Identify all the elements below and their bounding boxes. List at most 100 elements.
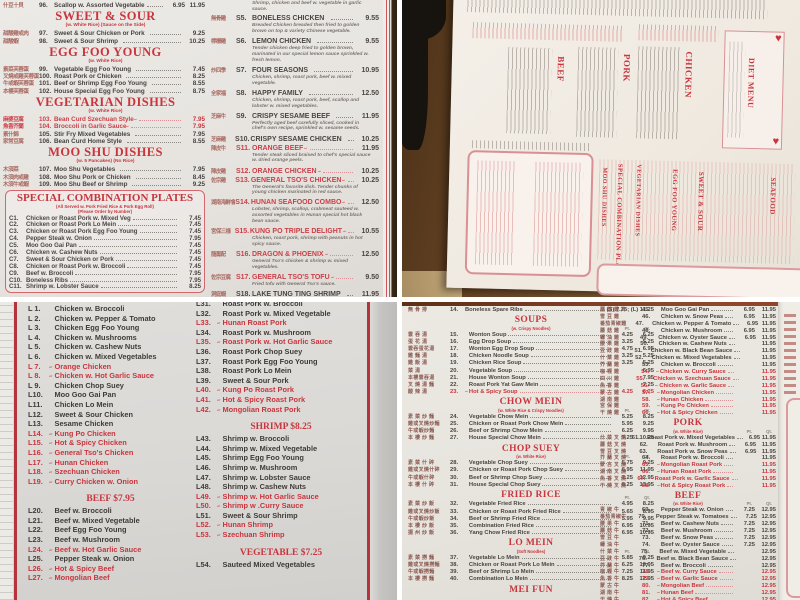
item-price-qt: 8.95: [642, 508, 654, 515]
dots-leader: [719, 413, 733, 415]
pt-label: Pt.: [624, 495, 630, 501]
item-name: HAPPY FAMILY: [252, 89, 303, 97]
item-price-qt: 12.95: [761, 583, 776, 590]
item-name: Roast Pork Chop Suey: [222, 346, 303, 356]
menu-item-row: 干 燒 叉 燒 68. ~ Hot & Spicy Roast Pork 11.…: [600, 482, 776, 489]
item-price: 8.55: [192, 80, 205, 88]
item-name: HUNAN SEAFOOD COMBO: [250, 199, 342, 207]
menu-item-row: 本 樓 撈 麵 40. ~ Combination Lo Mein 8.25 1…: [408, 575, 654, 582]
menu-item-row: 蛋 花 湯 16. ~ Egg Drop Soup 3.25 5.25: [408, 338, 654, 345]
item-zh: 洞庭蝦: [211, 292, 226, 297]
qt-label: Qt.: [644, 454, 650, 460]
dots-leader: [562, 511, 611, 513]
menu-item-row: 素 菜 撈 麵 37. ~ Vegetable Lo Mein 5.85 9.2…: [408, 554, 654, 561]
table-edge: [370, 302, 397, 600]
section-subtitle: (w. White Rice): [88, 58, 123, 64]
item-name: Vegetable Lo Mein: [468, 554, 520, 561]
menu-item-row: 雞 麵 湯 18. ~ Chicken Noodle Soup 3.25 5.2…: [408, 352, 654, 359]
menu-item-row: 蒙 古 牛 80. ~ Mongolian Beef 12.95: [600, 582, 776, 589]
item-num: L17.: [28, 457, 43, 467]
item-name: Beef w. Garlic Sauce: [660, 576, 718, 583]
item-description: Chicken, roast pork, shrimp with peanuts…: [252, 236, 363, 247]
item-zh: 雲 吞 湯: [408, 331, 428, 338]
item-num: 107.: [39, 166, 52, 174]
item-price: 7.95: [189, 235, 201, 243]
item-price: 9.50: [365, 273, 379, 281]
dots-leader: [737, 437, 744, 439]
item-name: Sweet & Sour Chicken: [54, 409, 133, 419]
photo-bottom-right-dinner-menu: 無 骨 排 14. Boneless Spare Ribs (S) 7.25; …: [402, 302, 800, 600]
item-price: 9.55: [365, 38, 379, 46]
menu-item-row: 蘑 菇 牛 72. ~ Beef w. Mushroom 7.25 12.95: [600, 527, 776, 534]
dots-leader: [725, 458, 733, 460]
item-name: Vegetable Egg Foo Young: [54, 65, 132, 73]
menu-item-row: 本 樓 炒 麵 27. ~ House Special Chow Mein 7.…: [408, 434, 654, 441]
item-num: 46.: [642, 313, 651, 320]
combo-item-row: C5. Moo Goo Gai Pan 7.45: [9, 242, 201, 249]
chef-special-item: 陳皮雞 S12. ORANGE CHICKEN ~ 10.25: [211, 167, 383, 176]
diet-menu-title: DIET MENU: [745, 57, 757, 109]
item-name: Vegetable Chop Suey: [468, 460, 528, 467]
item-name: Chicken w. Cashew Nuts: [54, 342, 142, 352]
item-num: L32.: [196, 308, 211, 318]
item-num: 104.: [39, 123, 52, 131]
item-price-pt: 7.25: [743, 521, 755, 528]
section-mei-fun: MEI FUN: [408, 585, 654, 596]
chili-icon: ~: [656, 582, 661, 590]
item-price-qt: 12.95: [761, 562, 776, 569]
item-price: 11.95: [361, 144, 379, 152]
combo-item-row: C9. Beef w. Broccoli 7.95: [9, 270, 201, 277]
item-name: Vegetable Fried Rice: [468, 501, 526, 508]
dots-leader: [317, 42, 353, 44]
combo-items: C1. Chicken or Roast Pork w. Mixed Veg 7…: [9, 215, 201, 291]
item-name: Beef w. Broccoli: [660, 562, 706, 569]
item-price-pt: 5.95: [621, 515, 633, 522]
dots-leader: [309, 93, 353, 95]
item-price-qt: 11.95: [761, 448, 776, 455]
item-price-qt: 12.95: [761, 541, 776, 548]
item-zh: 雞或叉燒炒麵: [408, 421, 440, 428]
item-price: 12.50: [361, 250, 379, 258]
item-zh: 素 菜 什 碎: [408, 460, 435, 467]
item-name: Stir Fry Mixed Vegetables: [54, 130, 131, 138]
chef-special-item: 湖南海鮮會 S14. HUNAN SEAFOOD COMBO ~ 12.50 L…: [211, 198, 383, 224]
item-price: 7.95: [192, 166, 205, 174]
item-zh: 雪 豆 雞: [600, 313, 620, 320]
item-name: Beef w. Cashew Nuts: [660, 521, 720, 528]
item-num: L23.: [28, 535, 43, 545]
dots-leader: [717, 365, 733, 367]
item-price-qt: 9.25: [642, 460, 654, 467]
item-num: L25.: [28, 554, 43, 564]
item-num: 101.: [39, 80, 52, 88]
item-name: Vegetable Soup: [468, 367, 513, 374]
dots-leader: [336, 116, 353, 118]
item-zh: 無骨雞: [211, 16, 226, 23]
item-num: 59.: [642, 403, 651, 410]
item-price-pt: 8.25: [621, 481, 633, 488]
menu-item-row: 無骨雞 S5. BONELESS CHICKEN ~ 9.55: [211, 14, 383, 23]
menu-item-row: 雪 豆 牛 73. ~ Beef w. Snow Peas 7.25 12.95: [600, 534, 776, 541]
item-name: Chicken w. Pepper & Tomato: [652, 320, 732, 327]
item-num: 82.: [642, 596, 651, 600]
item-name: Egg Drop Soup: [468, 338, 512, 345]
item-num: 99.: [39, 65, 48, 73]
item-price-qt: 9.95: [642, 428, 654, 435]
menu-item-row: 雞 飯 湯 19. ~ Chicken Rice Soup 3.25 5.25: [408, 359, 654, 366]
dots-leader: [727, 372, 734, 374]
dinner-chicken-items: 蘑 菇 雞 片 45. ~ Moo Goo Gai Pan 6.95 11.95…: [600, 306, 776, 417]
diet-menu-box: ♥ ♥ DIET MENU: [721, 30, 785, 150]
item-num: C11.: [9, 283, 22, 291]
item-num: S14.: [235, 199, 250, 207]
item-name: GENERAL TSO'S TOFU: [252, 273, 330, 281]
chili-icon: ~: [48, 479, 54, 486]
item-zh: 什 菜 牛: [600, 548, 620, 555]
dots-leader: [733, 358, 740, 360]
item-zh: 叉 燒 湯 麵: [408, 382, 435, 388]
item-num: 27.: [450, 435, 459, 442]
item-name: Shrimp w. Broccoli: [222, 434, 290, 444]
item-price-qt: 5.25: [642, 338, 654, 345]
section-subtitle: (w. White Rice): [673, 501, 703, 507]
item-name: Beef w. Black Bean Sauce: [656, 555, 729, 562]
item-zh: 雪 豆 牛: [600, 534, 620, 541]
dots-leader: [514, 370, 611, 372]
